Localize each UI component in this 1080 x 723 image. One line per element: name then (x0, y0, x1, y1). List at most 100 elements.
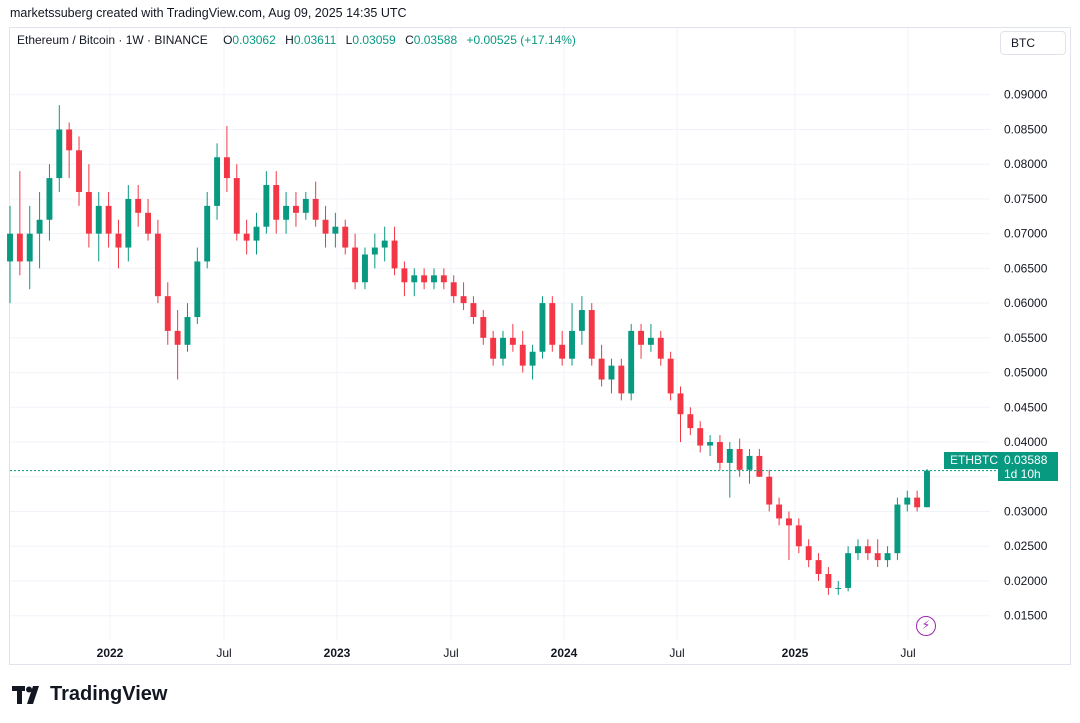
candle (904, 490, 911, 512)
candle (539, 296, 546, 359)
candle (795, 518, 802, 554)
high-label: H (285, 33, 294, 47)
candle-body (312, 198, 319, 220)
y-tick-label: 0.09000 (1004, 88, 1048, 102)
candle (174, 310, 181, 380)
candle-body (362, 254, 368, 283)
candle-body (904, 497, 911, 505)
candle-body (431, 275, 437, 283)
candle (647, 323, 654, 352)
candle-body (766, 476, 773, 505)
candle-body (598, 358, 605, 380)
candle-body (450, 282, 457, 297)
candle-body (864, 546, 871, 554)
candle-body (332, 226, 339, 234)
candle (66, 122, 73, 179)
candle (578, 296, 585, 345)
candle (549, 296, 556, 352)
candle (411, 268, 418, 297)
candle (490, 330, 497, 366)
candle (716, 435, 723, 470)
candle (273, 171, 280, 234)
y-tick-label: 0.07500 (1004, 192, 1048, 206)
candle (874, 539, 881, 568)
candle (677, 386, 684, 443)
candle-body (135, 198, 142, 213)
candle-body (697, 428, 704, 446)
y-tick-label: 0.06500 (1004, 261, 1048, 275)
symbol-title[interactable]: Ethereum / Bitcoin · 1W · BINANCE (17, 33, 208, 47)
candle-body (85, 191, 92, 234)
candle-body (825, 574, 832, 588)
candle-body (46, 178, 53, 220)
candle (529, 344, 536, 380)
candle-body (36, 219, 43, 234)
y-tick-label: 0.05500 (1004, 331, 1048, 345)
candle-body (460, 296, 467, 304)
candle-body (273, 185, 280, 220)
candle (569, 303, 575, 366)
candle-body (726, 448, 733, 463)
candle (509, 323, 516, 352)
candle-body (815, 560, 822, 575)
y-tick-label: 0.05000 (1004, 366, 1048, 380)
candle (914, 490, 921, 512)
x-tick-label: 2025 (782, 646, 809, 660)
candle-body (322, 219, 329, 234)
candle (618, 358, 625, 401)
candle (381, 226, 388, 262)
tradingview-brand[interactable]: TradingView (12, 683, 167, 706)
candle-body (440, 275, 447, 283)
candle-body (164, 296, 171, 331)
candle (805, 539, 812, 568)
candle (105, 191, 112, 248)
candle-body (391, 240, 398, 269)
candle (253, 212, 260, 255)
close-label: C (405, 33, 414, 47)
candle-body (647, 337, 654, 345)
candle-body (924, 470, 930, 508)
price-axis: 0.09000 0.08500 0.08000 0.07500 0.07000 0.065… (1004, 88, 1048, 623)
candle-body (26, 233, 33, 262)
candle-body (746, 455, 753, 470)
currency-button[interactable]: BTC (1000, 31, 1066, 55)
candle (785, 511, 792, 561)
candle-body (115, 233, 122, 248)
candle-body (509, 337, 516, 345)
lightning-icon[interactable]: ⚡ (916, 616, 936, 636)
candle (598, 344, 605, 387)
candle-body (66, 129, 73, 151)
candle-body (174, 330, 181, 345)
candle-body (687, 414, 694, 429)
y-tick-label: 0.02000 (1004, 574, 1048, 588)
candle (687, 407, 694, 436)
candle-body (194, 261, 201, 318)
candle-body (263, 185, 270, 227)
candle-body (638, 330, 645, 345)
candle-body (874, 553, 881, 561)
candle-body (618, 365, 625, 394)
ticker-tag: ETHBTC (944, 452, 1004, 469)
candle (233, 164, 240, 241)
candle (440, 268, 447, 290)
candle (776, 497, 783, 526)
candle (519, 330, 526, 373)
candle-body (835, 587, 842, 589)
candle (26, 205, 33, 290)
candle-body (342, 226, 349, 248)
candle (283, 191, 290, 234)
candle-body (16, 233, 23, 262)
candle (292, 191, 299, 227)
candle (707, 435, 714, 456)
candle (855, 539, 861, 561)
x-tick-label: 2024 (551, 646, 578, 660)
y-tick-label: 0.06000 (1004, 296, 1048, 310)
candle-body (283, 205, 290, 220)
candle (214, 143, 221, 220)
candle (401, 261, 408, 297)
candlesticks (7, 105, 930, 595)
y-tick-label: 0.02500 (1004, 539, 1048, 553)
open-value: 0.03062 (232, 33, 276, 47)
candle-body (233, 178, 240, 234)
